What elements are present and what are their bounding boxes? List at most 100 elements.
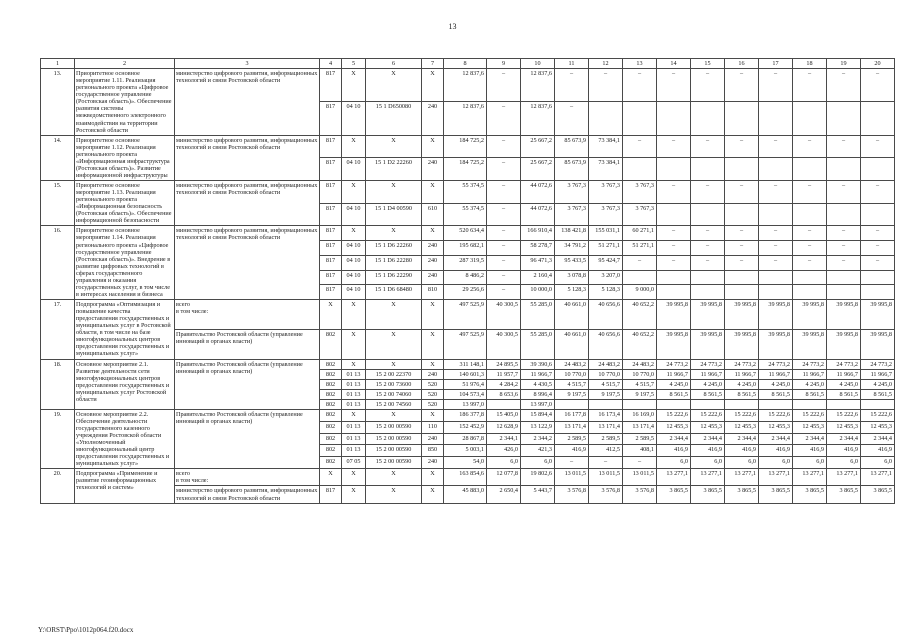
executor: всего в том числе: — [174, 299, 320, 330]
grbs-code: 802 — [319, 432, 342, 446]
column-number: 10 — [520, 57, 555, 70]
table-row: 817 04 10 15 1 D6 22260 240 195 682,1–58 278… — [41, 240, 895, 256]
year-amount: – — [486, 240, 521, 256]
table-row: 802 07 05 15 2 00 00590 240 54,0 6,0 6,0– – –6,0… — [41, 456, 895, 470]
total-amount: 184 725,2 — [443, 157, 487, 181]
year-amount: 39 995,8 — [656, 328, 691, 360]
table-row: 802 01 13 15 2 00 00590 110 152 452,9 12 628,… — [41, 420, 895, 434]
year-amount — [860, 101, 895, 136]
year-amount: 12 077,8 — [486, 468, 521, 487]
column-number: 19 — [826, 57, 861, 70]
year-amount — [486, 398, 521, 410]
table-row: 802 01 13 15 2 00 22370 240 140 601,3 11 957,… — [41, 368, 895, 380]
year-amount — [724, 202, 759, 227]
year-amount: 138 421,8 — [554, 225, 589, 242]
executor: Правительство Ростовской области (управл… — [174, 408, 320, 470]
grbs-code: 802 — [319, 388, 342, 400]
total-amount: 13 997,0 — [443, 398, 487, 410]
year-amount — [690, 101, 725, 136]
year-amount — [826, 101, 861, 136]
vr-code: X — [421, 134, 444, 159]
rzpr-code: 04 10 — [341, 157, 366, 181]
year-amount: 15 894,4 — [520, 408, 555, 422]
year-amount: 8 561,5 — [724, 388, 759, 400]
rzpr-code: 01 13 — [341, 432, 366, 446]
column-number: 15 — [690, 57, 725, 70]
year-amount: 2 589,5 — [622, 432, 657, 446]
year-amount — [690, 157, 725, 181]
year-amount — [690, 202, 725, 227]
column-number: 12 — [588, 57, 623, 70]
table-row: 14. Приоритетное основное мероприятие 1.1… — [40, 134, 895, 182]
year-amount: – — [486, 225, 521, 242]
year-amount: 39 995,8 — [792, 328, 827, 360]
year-amount — [690, 398, 725, 410]
column-number: 14 — [656, 57, 691, 70]
year-amount: – — [860, 240, 895, 256]
year-amount: 10 770,0 — [588, 368, 623, 380]
year-amount: 24 773,2 — [690, 358, 725, 370]
year-amount: 39 995,8 — [656, 299, 691, 330]
year-amount: 95 424,7 — [588, 254, 623, 271]
rzpr-code: X — [341, 68, 366, 103]
year-amount — [656, 101, 691, 136]
year-amount: – — [724, 240, 759, 256]
year-amount: 24 483,2 — [588, 358, 623, 370]
executor: министерство цифрового развития, информа… — [174, 179, 320, 227]
grbs-code: 802 — [319, 398, 342, 410]
year-amount: 13 277,1 — [826, 468, 861, 487]
year-amount: 3 767,3 — [588, 180, 623, 204]
year-amount: 2 344,1 — [486, 432, 521, 446]
year-amount: 40 661,0 — [554, 328, 589, 360]
year-amount: 8 561,5 — [656, 388, 691, 400]
year-amount — [860, 398, 895, 410]
vr-code: X — [421, 180, 444, 204]
year-amount: – — [690, 68, 725, 103]
year-amount: 2 589,5 — [554, 432, 589, 446]
year-amount — [860, 284, 895, 300]
year-amount — [758, 157, 793, 181]
table-row: 802 01 13 15 2 00 00590 850 5 003,1 426,0 421,… — [41, 444, 895, 458]
table-row: 817 04 10 15 1 D6 22290 240 8 486,2–2 160,4 3… — [41, 269, 895, 286]
year-amount: 16 169,0 — [622, 408, 657, 422]
year-amount: 416,9 — [656, 444, 691, 458]
csr-code: X — [365, 408, 422, 422]
year-amount: 11 966,7 — [758, 368, 793, 380]
rzpr-code: 01 13 — [341, 420, 366, 434]
page-number: 13 — [448, 22, 457, 31]
year-amount — [826, 398, 861, 410]
year-amount: – — [656, 180, 691, 204]
csr-code: X — [365, 225, 422, 242]
rzpr-code: 04 10 — [341, 269, 366, 286]
year-amount: – — [486, 157, 521, 181]
year-amount: 4 245,0 — [758, 378, 793, 390]
rzpr-code: 04 10 — [341, 284, 366, 300]
column-number: 11 — [554, 57, 589, 70]
total-amount: 497 525,9 — [443, 299, 487, 330]
year-amount: 2 650,4 — [486, 485, 521, 504]
table-row: 15. Приоритетное основное мероприятие 1.1… — [40, 179, 895, 227]
year-amount: 3 865,5 — [826, 485, 861, 504]
year-amount: 5 128,3 — [588, 284, 623, 300]
year-amount: 8 561,5 — [690, 388, 725, 400]
year-amount: 3 767,3 — [588, 202, 623, 227]
year-amount: 2 160,4 — [520, 269, 555, 286]
year-amount: – — [758, 225, 793, 242]
total-amount: 152 452,9 — [443, 420, 487, 434]
year-amount: – — [758, 254, 793, 271]
year-amount: 39 995,8 — [826, 299, 861, 330]
year-amount — [758, 398, 793, 410]
vr-code: 110 — [421, 420, 444, 434]
year-amount: 13 171,4 — [554, 420, 589, 434]
vr-code: 520 — [421, 378, 444, 390]
year-amount: – — [690, 254, 725, 271]
year-amount: 416,9 — [792, 444, 827, 458]
year-amount: 11 966,7 — [520, 368, 555, 380]
year-amount: 12 628,9 — [486, 420, 521, 434]
executor: министерство цифрового развития, информа… — [174, 225, 320, 300]
vr-code: X — [421, 485, 444, 504]
vr-code: X — [421, 358, 444, 370]
year-amount: – — [724, 225, 759, 242]
year-amount: – — [860, 180, 895, 204]
year-amount — [792, 284, 827, 300]
